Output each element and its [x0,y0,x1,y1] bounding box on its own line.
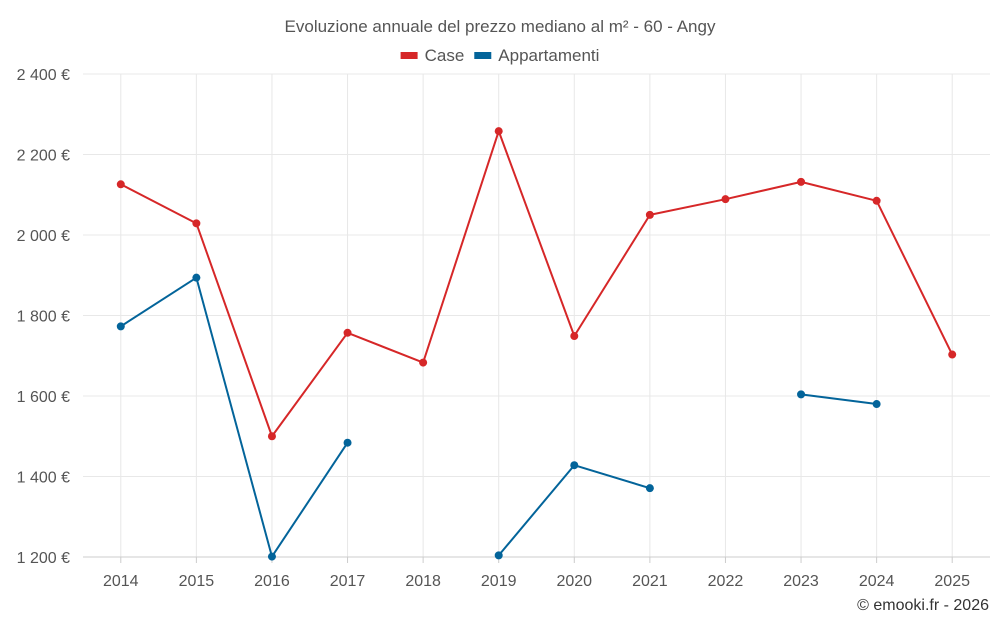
x-tick-label: 2015 [179,573,215,590]
y-tick-label: 1 800 € [17,309,70,326]
case-point [494,127,503,136]
case-line-segment [346,331,425,364]
x-tick-label: 2019 [481,573,517,590]
y-tick-label: 1 200 € [17,550,70,567]
y-tick-label: 1 600 € [17,389,70,406]
case-line-segment [573,213,651,338]
appartamenti-point [343,438,352,447]
legend-label: Appartamenti [498,46,599,65]
case-point [192,219,201,228]
appartamenti-point [797,390,806,399]
series-appartamenti [116,273,881,561]
x-tick-label: 2022 [708,573,744,590]
appartamenti-point [116,322,125,331]
x-tick-label: 2014 [103,573,139,590]
y-tick-label: 2 400 € [17,67,70,84]
case-line-segment [648,198,727,216]
appartamenti-line-segment [497,464,576,557]
appartamenti-point [267,552,276,561]
appartamenti-point [192,273,201,282]
case-line-segment [875,199,954,356]
y-tick-label: 1 400 € [17,470,70,487]
case-line-segment [800,180,878,202]
case-point [872,196,881,205]
case-line-segment [422,130,500,364]
case-point [570,332,579,341]
legend: Case Appartamenti [400,46,599,65]
gridlines [83,73,990,557]
legend-item-case: Case [400,46,465,65]
appartamenti-point [570,461,579,470]
case-line-segment [119,183,198,225]
case-line-segment [270,331,349,438]
appartamenti-point [872,400,881,409]
x-tick-label: 2023 [783,573,819,590]
credit: © emooki.fr - 2026 [857,597,989,614]
legend-item-appartamenti: Appartamenti [474,46,599,65]
chart-title: Evoluzione annuale del prezzo mediano al… [285,17,716,36]
appartamenti-point [645,484,654,493]
legend-swatch [474,52,492,59]
case-point [419,358,428,367]
case-point [267,432,276,441]
appartamenti-line-segment [270,441,349,558]
x-axis: 2014 2015 2016 2017 2018 2019 2020 2021 2022 2023… [83,556,990,590]
legend-swatch [400,52,418,59]
case-line-segment [497,130,576,338]
appartamenti-line-segment [800,393,878,406]
y-tick-label: 2 000 € [17,228,70,245]
case-point [645,210,654,219]
case-line-segment [195,222,273,438]
x-tick-label: 2016 [254,573,290,590]
series-group [116,127,957,561]
case-line-segment [724,180,803,201]
case-point [116,180,125,189]
y-axis: 1 200 € 1 400 € 1 600 € 1 800 € 2 000 € 2 200… [17,67,70,567]
x-tick-label: 2020 [556,573,592,590]
appartamenti-line-segment [195,276,273,558]
appartamenti-line-segment [573,464,651,490]
x-tick-label: 2018 [405,573,441,590]
case-point [721,195,730,204]
appartamenti-point [494,551,503,560]
x-tick-label: 2024 [859,573,895,590]
x-tick-label: 2017 [330,573,366,590]
legend-label: Case [425,46,465,65]
appartamenti-line-segment [119,276,198,328]
case-point [948,350,957,359]
case-point [797,177,806,186]
y-tick-label: 2 200 € [17,148,70,165]
series-case [116,127,957,441]
case-point [343,328,352,337]
x-tick-label: 2025 [934,573,970,590]
x-tick-label: 2021 [632,573,668,590]
